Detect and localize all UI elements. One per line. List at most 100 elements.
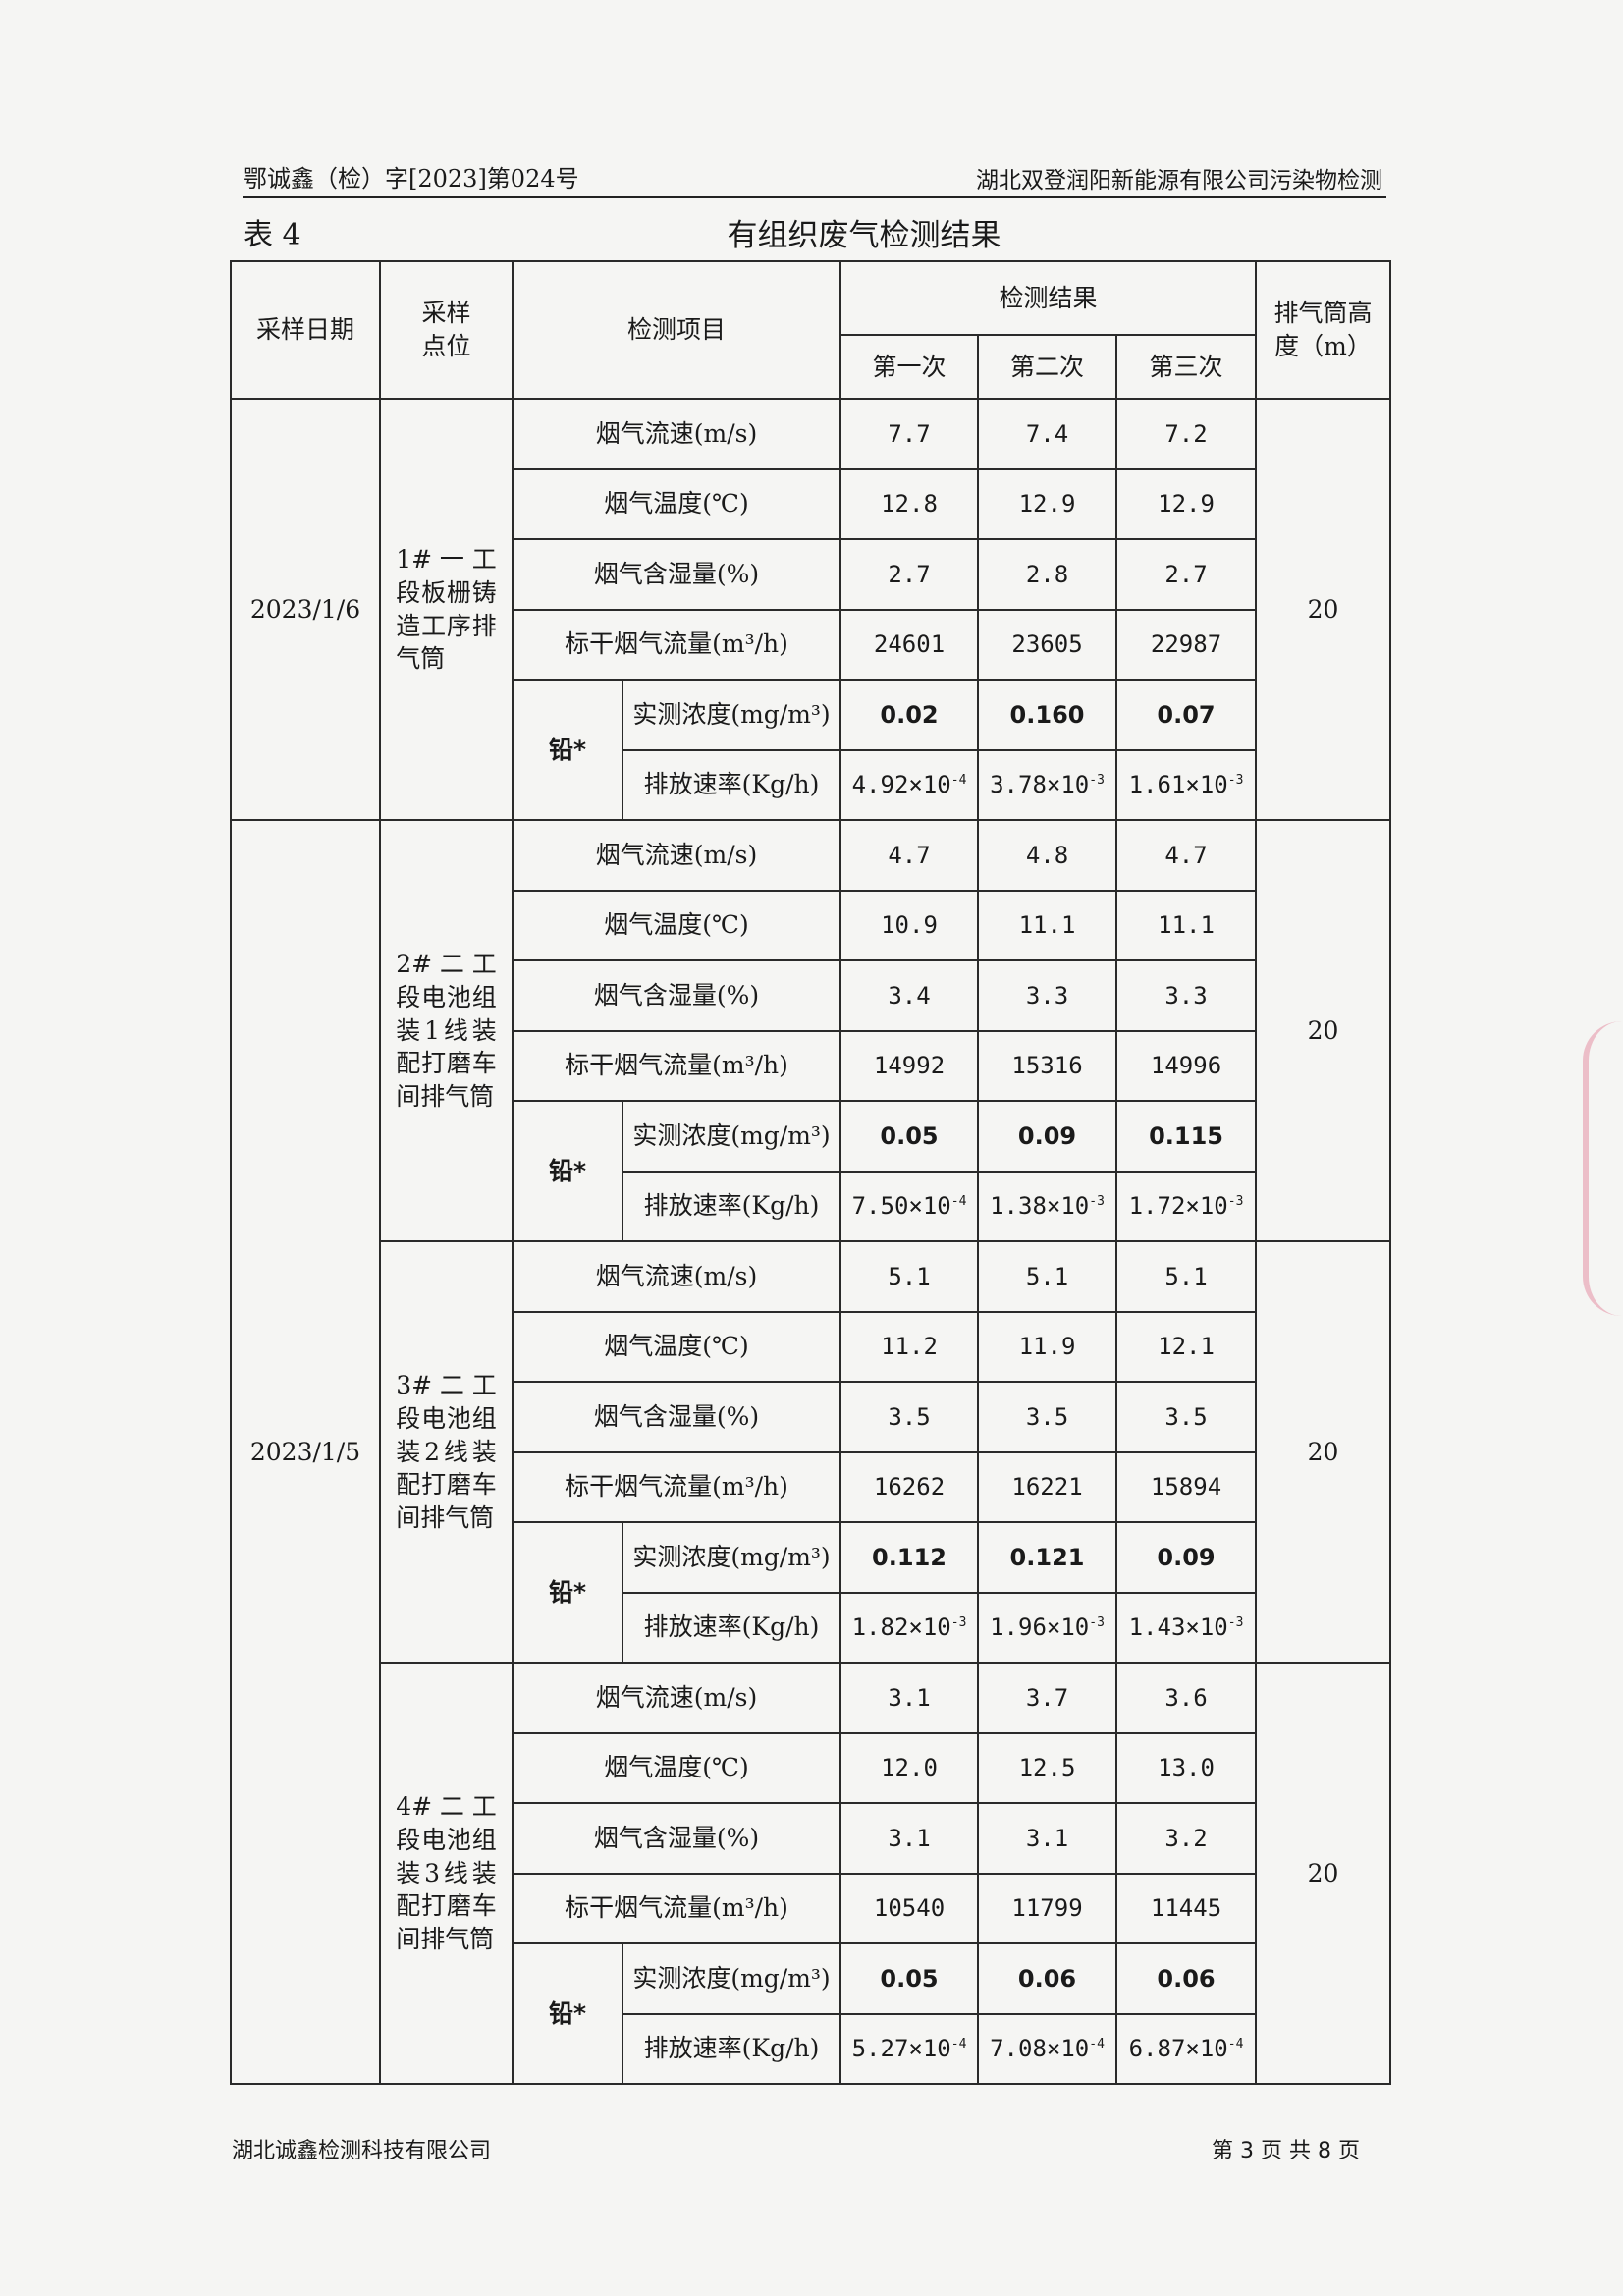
sample-point-label: 1#一工段板栅铸造工序排气筒 (396, 545, 497, 674)
sample-point: 3#二工段电池组装2线装配打磨车间排气筒 (379, 1240, 514, 1664)
sample-point: 1#一工段板栅铸造工序排气筒 (379, 398, 514, 821)
table-row: 烟气温度(℃) 12.8 12.9 12.9 (231, 467, 1390, 540)
item-label: 标干烟气流量(m³/h) (511, 608, 842, 681)
value-cell: 12.5 (977, 1731, 1118, 1804)
table-title: 有组织废气检测结果 (727, 218, 1001, 253)
sample-point-label: 2#二工段电池组装1线装配打磨车间排气筒 (396, 950, 497, 1112)
item-label: 排放速率(Kg/h) (621, 1170, 842, 1242)
value-cell: 11.2 (839, 1310, 980, 1383)
sample-point-label: 4#二工段电池组装3线装配打磨车间排气筒 (396, 1792, 497, 1954)
sample-date: 2023/1/5 (230, 819, 381, 2085)
client-name: 湖北双登润阳新能源有限公司污染物检测 (976, 168, 1382, 193)
item-label: 标干烟气流量(m³/h) (511, 1872, 842, 1944)
document-number: 鄂诚鑫（检）字[2023]第024号 (243, 165, 579, 192)
value-cell: 22987 (1115, 608, 1258, 681)
value-cell: 3.5 (839, 1381, 980, 1453)
value-cell: 0.09 (1115, 1521, 1258, 1594)
value-cell: 1.72×10-3 (1115, 1170, 1258, 1242)
sample-point-label: 3#二工段电池组装2线装配打磨车间排气筒 (396, 1371, 497, 1533)
value-cell: 12.8 (839, 467, 980, 540)
value-cell: 1.43×10-3 (1115, 1591, 1258, 1664)
sample-point: 2#二工段电池组装1线装配打磨车间排气筒 (379, 819, 514, 1242)
value-cell: 3.1 (839, 1662, 980, 1734)
value-cell: 12.9 (977, 467, 1118, 540)
value-cell: 1.61×10-3 (1115, 748, 1258, 821)
col-point: 采样点位 (379, 260, 514, 400)
value-cell: 3.5 (977, 1381, 1118, 1453)
value-cell: 4.7 (1115, 819, 1258, 892)
stack-height: 20 (1255, 1662, 1392, 2085)
value-mantissa: 5.27×10 (851, 2035, 951, 2063)
value-cell: 1.38×10-3 (977, 1170, 1118, 1242)
value-mantissa: 3.78×10 (990, 771, 1090, 799)
results-table: 采样日期 采样点位 检测项目 检测结果 排气筒高度（m） 第一次 第二次 第三次… (230, 260, 1392, 2085)
table-row: 排放速率(Kg/h) 1.82×10-3 1.96×10-3 1.43×10-3 (231, 1591, 1390, 1664)
item-label: 实测浓度(mg/m³) (621, 679, 842, 751)
value-cell: 0.05 (839, 1942, 980, 2015)
value-cell: 5.1 (839, 1240, 980, 1313)
table-row: 2023/1/6 1#一工段板栅铸造工序排气筒 烟气流速(m/s) 7.7 7.4 7.2… (230, 398, 1392, 821)
table-row: 排放速率(Kg/h) 4.92×10-4 3.78×10-3 1.61×10-3 (231, 748, 1390, 821)
value-cell: 0.112 (839, 1521, 980, 1594)
item-label: 烟气含湿量(%) (511, 538, 842, 611)
table-row: 铅* 实测浓度(mg/m³) 0.02 0.160 0.07 (231, 679, 1390, 821)
value-cell: 14992 (839, 1029, 980, 1102)
stamp-edge (1583, 1021, 1623, 1316)
value-mantissa: 1.38×10 (990, 1192, 1090, 1221)
value-cell: 2.7 (1115, 538, 1258, 611)
value-cell: 0.09 (977, 1100, 1118, 1173)
value-exponent: -4 (950, 773, 967, 789)
value-exponent: -3 (1089, 773, 1105, 789)
value-mantissa: 4.92×10 (851, 771, 951, 799)
value-exponent: -4 (950, 1194, 967, 1210)
value-cell: 16221 (977, 1450, 1118, 1523)
item-label: 排放速率(Kg/h) (621, 2012, 842, 2085)
value-mantissa: 7.08×10 (990, 2035, 1090, 2063)
col-item: 检测项目 (511, 260, 842, 400)
value-cell: 6.87×10-4 (1115, 2012, 1258, 2085)
stack-height: 20 (1255, 1240, 1392, 1664)
table-row: 烟气温度(℃) 12.0 12.5 13.0 (231, 1731, 1390, 1804)
item-label: 烟气含湿量(%) (511, 959, 842, 1032)
value-cell: 5.1 (977, 1240, 1118, 1313)
table-row: 烟气温度(℃) 10.9 11.1 11.1 (231, 889, 1390, 961)
value-cell: 5.1 (1115, 1240, 1258, 1313)
table-row: 烟气含湿量(%) 2.7 2.8 2.7 (231, 538, 1390, 611)
value-cell: 11.9 (977, 1310, 1118, 1383)
table-row: 铅* 实测浓度(mg/m³) 0.112 0.121 0.09 (231, 1521, 1390, 1664)
table-row: 铅* 实测浓度(mg/m³) 0.05 0.09 0.115 (231, 1100, 1390, 1242)
lead-label: 铅* (512, 1100, 623, 1242)
item-label: 排放速率(Kg/h) (621, 1591, 842, 1664)
value-cell: 23605 (977, 608, 1118, 681)
value-cell: 2.8 (977, 538, 1118, 611)
table-row: 烟气含湿量(%) 3.5 3.5 3.5 (231, 1381, 1390, 1453)
value-cell: 7.2 (1115, 398, 1258, 470)
col-results: 检测结果 (839, 260, 1258, 336)
value-exponent: -3 (1089, 1615, 1105, 1631)
value-exponent: -4 (1227, 2037, 1244, 2052)
stack-height: 20 (1255, 398, 1392, 821)
value-cell: 10540 (839, 1872, 980, 1944)
value-cell: 15894 (1115, 1450, 1258, 1523)
value-cell: 12.1 (1115, 1310, 1258, 1383)
value-cell: 3.3 (1115, 959, 1258, 1032)
value-cell: 11799 (977, 1872, 1118, 1944)
header-row: 采样日期 采样点位 检测项目 检测结果 排气筒高度（m） (230, 260, 1392, 400)
value-cell: 3.7 (977, 1662, 1118, 1734)
value-cell: 2.7 (839, 538, 980, 611)
header-divider (243, 196, 1386, 198)
table-row: 标干烟气流量(m³/h) 24601 23605 22987 (231, 608, 1390, 681)
lead-label: 铅* (512, 1942, 623, 2085)
value-cell: 4.8 (977, 819, 1118, 892)
value-cell: 4.92×10-4 (839, 748, 980, 821)
item-label: 烟气温度(℃) (511, 889, 842, 961)
sample-point: 4#二工段电池组装3线装配打磨车间排气筒 (379, 1662, 514, 2085)
table-number: 表 4 (243, 218, 301, 252)
value-mantissa: 1.82×10 (851, 1613, 951, 1642)
value-mantissa: 6.87×10 (1128, 2035, 1228, 2063)
table-row: 排放速率(Kg/h) 7.50×10-4 1.38×10-3 1.72×10-3 (231, 1170, 1390, 1242)
table-row: 烟气含湿量(%) 3.1 3.1 3.2 (231, 1802, 1390, 1875)
col-run2: 第二次 (977, 334, 1118, 400)
value-cell: 0.06 (1115, 1942, 1258, 2015)
footer-company: 湖北诚鑫检测科技有限公司 (232, 2139, 492, 2163)
